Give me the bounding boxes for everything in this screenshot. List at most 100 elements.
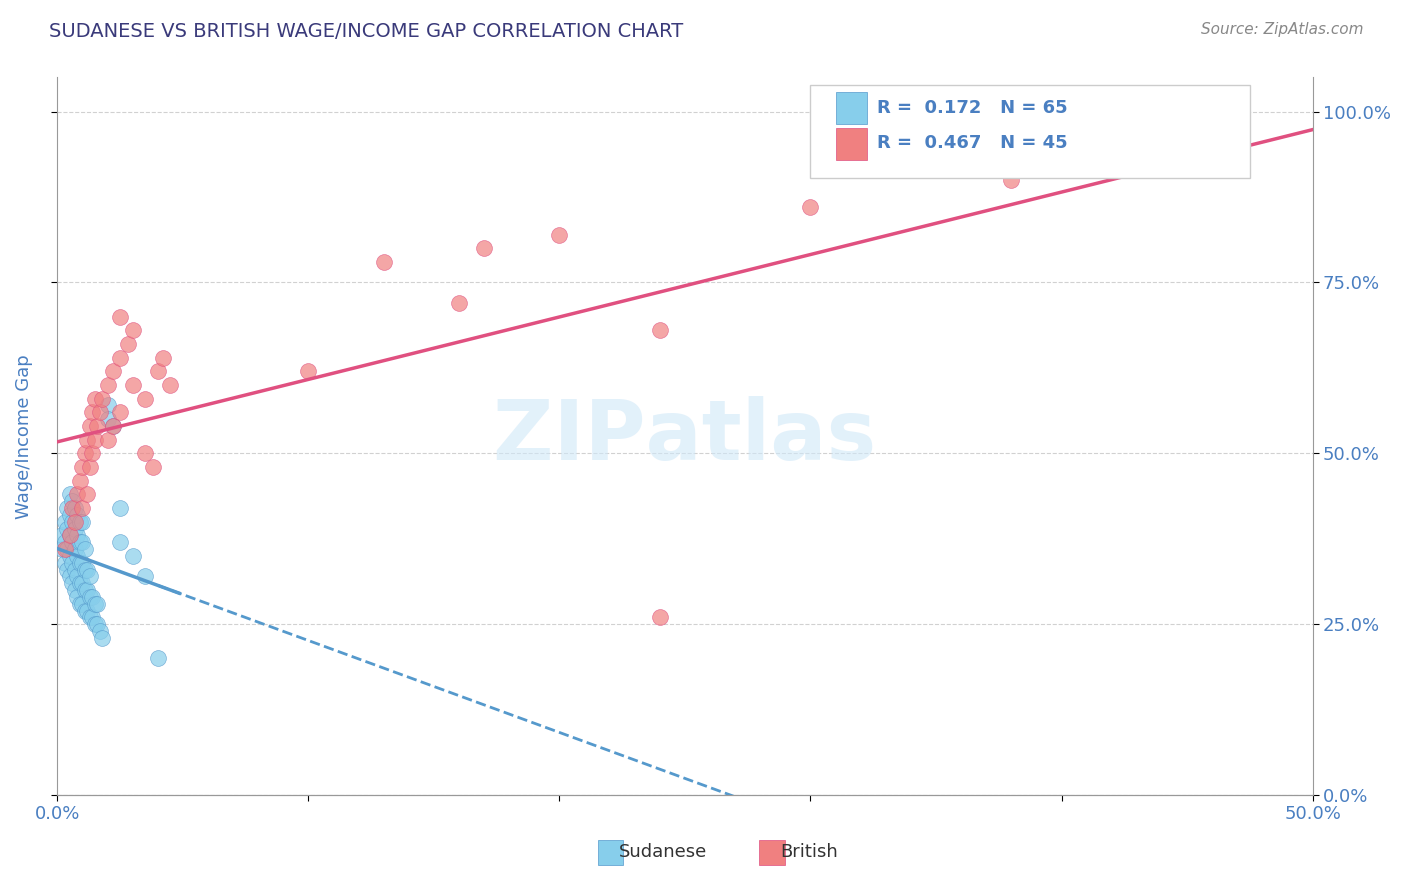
Point — [56, 541, 79, 556]
Point — [72, 576, 94, 591]
Point — [53, 556, 76, 570]
Point — [63, 515, 86, 529]
Point — [59, 487, 82, 501]
Text: ZIP​atlas: ZIP​atlas — [494, 396, 876, 476]
Point — [152, 351, 174, 365]
Point — [63, 541, 86, 556]
Point — [59, 528, 82, 542]
Point — [117, 337, 139, 351]
Point — [86, 617, 108, 632]
Point — [72, 501, 94, 516]
Point — [101, 419, 124, 434]
Point — [73, 562, 96, 576]
Point — [59, 508, 82, 522]
Point — [60, 576, 83, 591]
Text: R =  0.172   N = 65: R = 0.172 N = 65 — [877, 99, 1067, 117]
Point — [96, 378, 118, 392]
Point — [79, 590, 101, 604]
Point — [84, 597, 107, 611]
Point — [76, 582, 98, 597]
Point — [69, 556, 91, 570]
Bar — [835, 128, 868, 160]
Point — [60, 556, 83, 570]
Point — [66, 487, 89, 501]
Point — [134, 446, 156, 460]
Point — [101, 364, 124, 378]
Point — [60, 494, 83, 508]
Point — [72, 515, 94, 529]
Point — [79, 419, 101, 434]
Point — [1000, 173, 1022, 187]
Text: Source: ZipAtlas.com: Source: ZipAtlas.com — [1201, 22, 1364, 37]
Point — [73, 541, 96, 556]
Point — [51, 528, 73, 542]
Point — [108, 535, 131, 549]
Point — [96, 412, 118, 426]
Point — [82, 405, 104, 419]
Point — [134, 392, 156, 406]
Point — [108, 501, 131, 516]
Point — [56, 501, 79, 516]
Point — [86, 419, 108, 434]
Point — [108, 351, 131, 365]
Point — [84, 433, 107, 447]
Point — [142, 460, 165, 475]
Point — [76, 603, 98, 617]
Point — [548, 227, 571, 242]
Point — [72, 556, 94, 570]
Point — [84, 392, 107, 406]
Point — [159, 378, 181, 392]
Point — [373, 255, 395, 269]
Point — [76, 562, 98, 576]
Point — [73, 582, 96, 597]
Point — [82, 610, 104, 624]
Text: SUDANESE VS BRITISH WAGE/INCOME GAP CORRELATION CHART: SUDANESE VS BRITISH WAGE/INCOME GAP CORR… — [49, 22, 683, 41]
Point — [91, 631, 114, 645]
Point — [108, 405, 131, 419]
Point — [53, 535, 76, 549]
Point — [72, 460, 94, 475]
Point — [63, 501, 86, 516]
Bar — [835, 92, 868, 124]
Y-axis label: Wage/Income Gap: Wage/Income Gap — [15, 354, 32, 518]
Point — [73, 603, 96, 617]
Point — [66, 508, 89, 522]
Point — [66, 549, 89, 563]
Point — [89, 405, 111, 419]
Point — [121, 323, 143, 337]
Point — [63, 522, 86, 536]
Point — [89, 624, 111, 638]
Point — [79, 460, 101, 475]
Point — [66, 590, 89, 604]
Point — [84, 617, 107, 632]
Text: R =  0.467   N = 45: R = 0.467 N = 45 — [877, 135, 1067, 153]
Point — [108, 310, 131, 324]
Point — [121, 549, 143, 563]
Point — [96, 399, 118, 413]
Point — [297, 364, 319, 378]
Point — [60, 535, 83, 549]
Point — [82, 590, 104, 604]
Point — [72, 597, 94, 611]
Point — [66, 569, 89, 583]
Point — [59, 528, 82, 542]
Point — [56, 562, 79, 576]
Point — [66, 528, 89, 542]
Point — [447, 296, 470, 310]
Point — [146, 651, 169, 665]
Point — [91, 392, 114, 406]
Point — [101, 419, 124, 434]
Point — [59, 569, 82, 583]
Point — [472, 241, 495, 255]
Point — [648, 323, 671, 337]
Point — [76, 487, 98, 501]
Point — [96, 433, 118, 447]
Text: Sudanese: Sudanese — [619, 843, 707, 861]
Text: British: British — [780, 843, 838, 861]
Point — [63, 562, 86, 576]
Point — [60, 501, 83, 516]
Point — [121, 378, 143, 392]
Point — [82, 446, 104, 460]
Point — [146, 364, 169, 378]
Point — [69, 576, 91, 591]
